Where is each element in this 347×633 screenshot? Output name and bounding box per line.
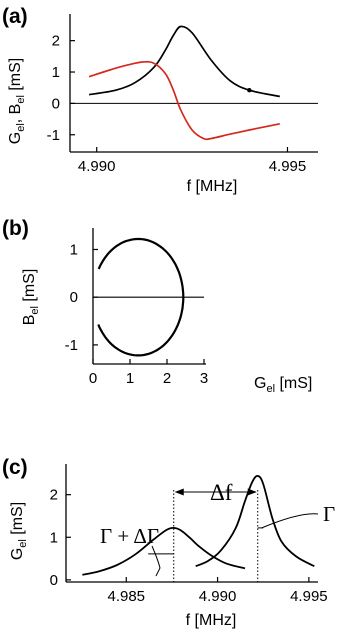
leader-gamma (261, 513, 319, 529)
x-tick-label-b-0: 0 (89, 370, 97, 387)
panel-c: (c) 4.985 4.990 4.995 0 1 2 Δf Γ + ΔΓ Γ Gel [… (2, 456, 335, 629)
ticks-b: 0 1 2 3 -1 0 1 (65, 241, 209, 387)
x-tick-label-c-2: 4.995 (290, 588, 328, 605)
delta-f-arrowhead-left (174, 488, 184, 496)
y-tick-label-a-3: 2 (52, 33, 60, 50)
x-tick-label-b-3: 3 (200, 370, 208, 387)
y-tick-label-a-0: -1 (47, 127, 60, 144)
x-tick-label-c-0: 4.985 (107, 588, 145, 605)
gamma-plus-delta-gamma-label: Γ + ΔΓ (100, 524, 159, 548)
delta-f-label: Δf (210, 480, 233, 505)
y-tick-label-b-2: 1 (70, 241, 78, 258)
y-tick-label-c-0: 0 (50, 572, 58, 589)
x-tick-label-b-2: 2 (163, 370, 171, 387)
resonance-curve-c-0 (82, 526, 246, 576)
series-line-a-1 (88, 60, 280, 141)
panel-label-b: (b) (2, 217, 29, 240)
y-tick-label-a-2: 1 (52, 64, 60, 81)
leader-gamma-delta (151, 545, 161, 577)
y-tick-label-c-1: 1 (50, 529, 58, 546)
y-axis-label-c: Gel [mS] (9, 502, 29, 560)
x-axis-label-a: f [MHz] (187, 178, 238, 195)
panel-label-c: (c) (2, 456, 28, 479)
y-tick-label-c-2: 2 (50, 487, 58, 504)
delta-f-arrowhead-right (247, 488, 257, 496)
x-tick-label-c-1: 4.990 (199, 588, 237, 605)
series-line-a-0 (88, 25, 280, 98)
series-b (97, 237, 185, 357)
gamma-label: Γ (323, 502, 335, 526)
annotations-c (148, 488, 319, 582)
y-tick-label-a-1: 0 (52, 95, 60, 112)
panel-a: (a) 4.990 4.995 -1 0 1 2 Gel, Bel [mS] f [MHz… (2, 5, 318, 195)
panel-label-a: (a) (2, 5, 28, 28)
x-tick-label-a-1: 4.995 (269, 158, 307, 175)
marker-point-a-0 (247, 88, 252, 93)
series-c (82, 474, 315, 576)
y-axis-label-b: Bel [mS] (21, 269, 41, 326)
y-axis-label-a: Gel, Bel [mS] (7, 58, 27, 144)
series-a (88, 25, 280, 141)
x-axis-label-c: f [MHz] (186, 612, 237, 629)
panel-b: (b) 0 1 2 3 -1 0 1 Bel [mS] Gel [mS] (2, 217, 312, 395)
y-tick-label-b-1: 0 (70, 289, 78, 306)
x-tick-label-b-1: 1 (126, 370, 134, 387)
ticks-a: 4.990 4.995 -1 0 1 2 (47, 33, 307, 175)
x-axis-label-b: Gel [mS] (254, 375, 312, 395)
y-tick-label-b-0: -1 (65, 337, 78, 354)
resonance-curve-c-1 (195, 474, 315, 568)
ticks-c: 4.985 4.990 4.995 0 1 2 (50, 487, 328, 605)
admittance-circle (97, 237, 185, 357)
x-tick-label-a-0: 4.990 (78, 158, 116, 175)
